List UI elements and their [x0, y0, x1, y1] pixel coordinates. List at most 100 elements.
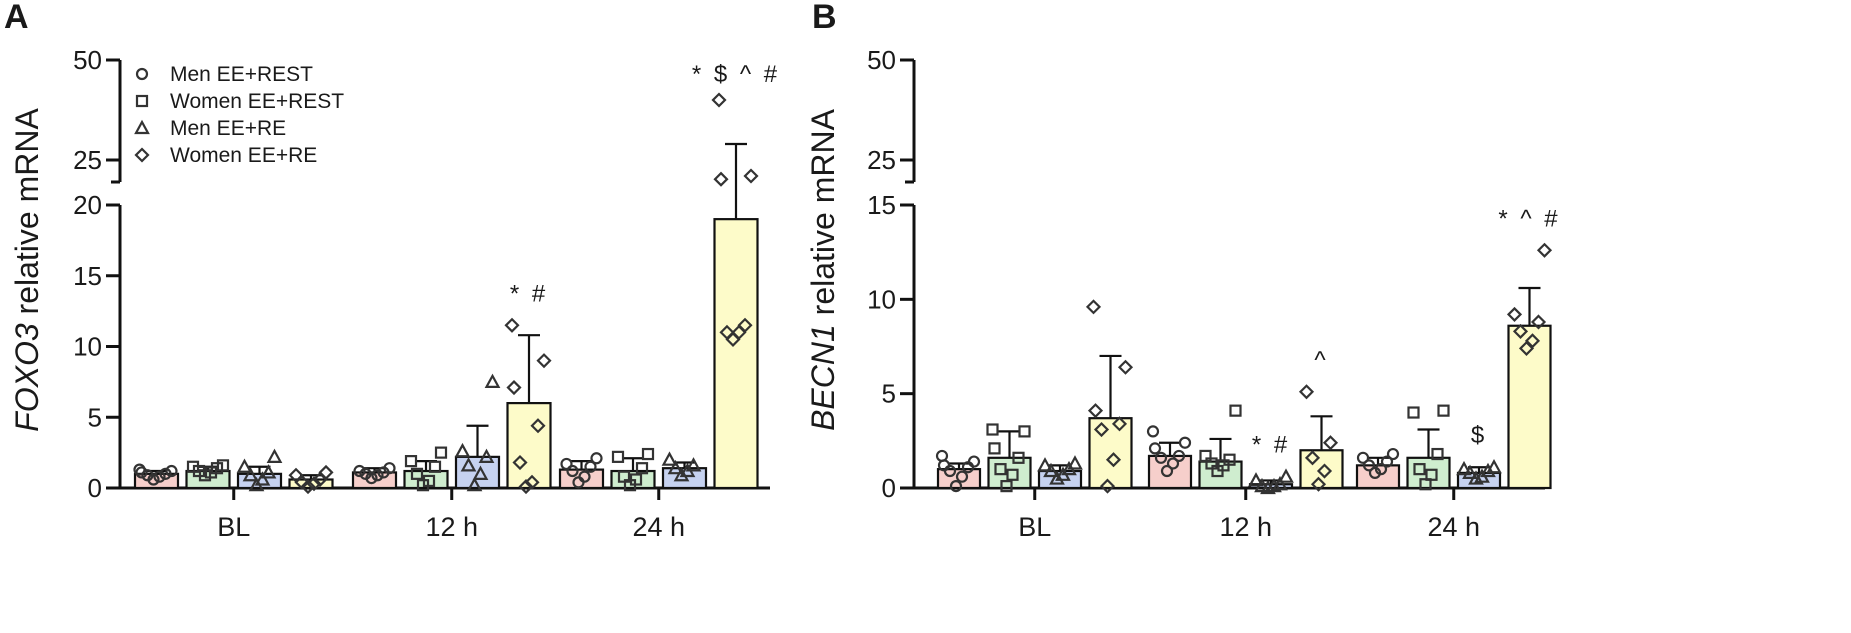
panel-a-data-point [410, 467, 424, 480]
panel-a-data-point [404, 455, 418, 468]
panel-b-data-point [935, 449, 949, 463]
panel-a-significance-label: * # [510, 280, 548, 307]
panel-a-data-point [661, 451, 678, 466]
panel-a-data-point [186, 460, 200, 473]
legend-label: Women EE+RE [170, 144, 317, 167]
panel-a-data-point [590, 452, 603, 465]
panel-b-data-point [1524, 333, 1541, 349]
panel-b-data-point [949, 480, 963, 493]
legend: Men EE+REST Women EE+REST Men EE+RE Women E… [134, 63, 344, 167]
panel-b-data-point [1229, 404, 1242, 417]
panel-a-data-point [504, 317, 520, 333]
panel-b-data-point [1506, 306, 1523, 322]
panel-a-data-point [434, 446, 448, 459]
panel-b-y-tick-label: 10 [867, 284, 896, 314]
panel-a-data-point [617, 470, 631, 483]
panel-b-ylabel-gene: BECN1 [805, 324, 841, 431]
panel-b-data-point [1105, 452, 1122, 468]
legend-marker [134, 119, 150, 135]
panel-a-data-point [530, 418, 546, 434]
panel-b-data-point [1512, 323, 1529, 339]
panel-b-data-point [1386, 447, 1400, 461]
panel-b-data-point [1374, 463, 1388, 476]
panel-a-data-point [135, 466, 148, 479]
panel-a-data-point [165, 464, 178, 478]
panel-a-data-point [371, 469, 384, 482]
panel-a-ylabel-gene: FOXO3 [9, 323, 45, 432]
panel-a-data-point [159, 467, 172, 480]
panel-b-x-tick-label: BL [1018, 512, 1051, 542]
panel-a-data-point [300, 479, 316, 495]
panel-b-data-point [986, 423, 999, 436]
panel-a-data-point [635, 462, 649, 475]
panel-a-y-axis-label: FOXO3 relative mRNA [9, 108, 45, 432]
panel-b-data-point [1310, 476, 1327, 492]
panel-b-data-point [1304, 450, 1321, 466]
panel-b-plot: 0 5 10 15 25 50 BL 12 h * # ^ 24 h $ * ^ # [867, 45, 1558, 542]
panel-b-data-point [1413, 463, 1426, 476]
panel-a-data-point [141, 469, 154, 482]
panel-b-data-point [1322, 435, 1339, 451]
legend-label: Men EE+RE [170, 117, 286, 140]
panel-a-data-point [428, 460, 442, 473]
panel-a-data-point [629, 473, 643, 486]
panel-b-data-point [1356, 451, 1370, 464]
svg-text:FOXO3 relative mRNA: FOXO3 relative mRNA [9, 108, 45, 432]
legend-label: Women EE+REST [170, 90, 344, 113]
panel-a-ylabel-text: relative mRNA [9, 108, 45, 324]
panel-b-data-point [1456, 460, 1472, 476]
panel-b-significance-label: $ [1471, 422, 1487, 449]
panel-b-data-point [1368, 466, 1382, 480]
panel-a-bar [713, 218, 759, 490]
panel-b-y-tick-label: 50 [867, 45, 896, 75]
legend-marker [134, 147, 150, 163]
panel-b-x-tick-label: 24 h [1427, 512, 1480, 542]
panel-a-y-tick-label: 10 [73, 332, 102, 362]
panel-a-y-tick-label: 20 [73, 190, 102, 220]
panel-b-data-point [1380, 455, 1394, 468]
panel-a-data-point [460, 457, 477, 472]
panel-a-data-point [254, 471, 271, 486]
panel-b: B BECN1 relative mRNA 0 5 10 15 25 50 BL 12 h * … [805, 0, 1558, 542]
panel-b-data-point [1087, 403, 1104, 419]
panel-b-data-point [1099, 478, 1116, 494]
panel-b-data-point [1160, 464, 1174, 478]
legend-label: Men EE+REST [170, 63, 313, 86]
panel-b-data-point [1166, 457, 1180, 470]
panel-b-data-point [1536, 242, 1553, 258]
panel-a-data-point [306, 476, 322, 492]
panel-a-data-point [743, 168, 759, 184]
panel-b-data-point [1407, 406, 1420, 419]
panel-b-significance-label: ^ [1314, 347, 1328, 374]
panel-b-data-point [1146, 425, 1160, 438]
panel-b-data-point [1037, 457, 1053, 472]
panel-b-data-point [1148, 442, 1162, 455]
panel-b-data-point [1425, 468, 1438, 481]
panel-a-data-point [318, 464, 334, 480]
panel-a-letter: A [4, 0, 29, 36]
panel-a-bar [506, 402, 552, 490]
panel-b-y-tick-label: 0 [882, 473, 896, 503]
panel-a-data-point [359, 467, 372, 480]
panel-a-y-tick-label: 15 [73, 261, 102, 291]
panel-a-data-point [524, 474, 540, 490]
panel-a-data-point [713, 171, 729, 187]
panel-b-data-point [955, 470, 969, 483]
panel-a-data-point [512, 454, 528, 471]
legend-marker [135, 94, 149, 108]
panel-a-y-tick-label: 5 [88, 402, 102, 432]
panel-b-data-point [1049, 470, 1065, 485]
panel-a-data-point [216, 459, 230, 472]
panel-a: A FOXO3 relative mRNA 0 5 10 15 20 25 50 BL 12 h… [4, 0, 777, 542]
panel-a-data-point [478, 448, 495, 463]
panel-a-data-point [536, 353, 552, 369]
panel-b-data-point [1111, 416, 1128, 432]
panel-b-data-point [1006, 468, 1019, 481]
panel-a-y-tick-label: 0 [88, 473, 102, 503]
panel-b-data-point [1530, 314, 1547, 330]
panel-a-data-point [260, 464, 277, 479]
panel-a-y-tick-label: 25 [73, 145, 102, 175]
panel-b-data-point [1154, 451, 1168, 464]
panel-a-x-tick-label: 12 h [425, 512, 478, 542]
